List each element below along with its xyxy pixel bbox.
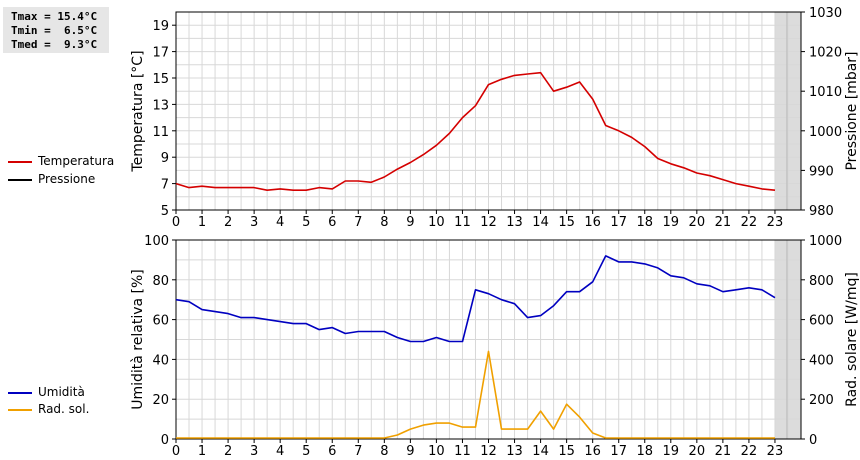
x-tick-label: 19 <box>663 215 680 230</box>
x-tick-label: 23 <box>767 215 784 230</box>
x-tick-label: 20 <box>689 215 706 230</box>
y-right-tick-label: 600 <box>809 314 834 329</box>
x-tick-label: 0 <box>172 444 180 459</box>
x-tick-label: 12 <box>480 444 497 459</box>
x-tick-label: 5 <box>302 215 310 230</box>
x-tick-label: 8 <box>380 215 388 230</box>
y-tick-label: 7 <box>161 178 169 193</box>
x-tick-label: 8 <box>380 444 388 459</box>
x-tick-label: 13 <box>506 215 523 230</box>
x-tick-label: 2 <box>224 215 232 230</box>
x-tick-label: 3 <box>250 444 258 459</box>
legend-swatch-rad-sol <box>8 409 32 411</box>
x-tick-label: 3 <box>250 215 258 230</box>
chart-panel-1 <box>172 239 805 443</box>
x-tick-label: 14 <box>532 444 549 459</box>
y-tick-label: 40 <box>152 353 169 368</box>
series-line-umidit <box>175 255 776 343</box>
series-line-rad-sol <box>176 350 775 439</box>
x-tick-label: 22 <box>741 215 758 230</box>
y-axis-title: Temperatura [°C] <box>130 50 146 172</box>
x-tick-label: 7 <box>354 215 362 230</box>
y-axis-title: Umidità relativa [%] <box>130 269 146 410</box>
y-tick-label: 13 <box>152 98 169 113</box>
tmin-stat: Tmin = 6.5°C <box>11 24 98 37</box>
x-tick-label: 7 <box>354 444 362 459</box>
y-right-tick-label: 1030 <box>809 6 842 21</box>
legend-label-umidita: Umidità <box>38 385 85 399</box>
x-tick-label: 21 <box>715 215 732 230</box>
tmed-stat: Tmed = 9.3°C <box>11 38 98 51</box>
y-tick-label: 100 <box>144 234 169 249</box>
y-right-tick-label: 990 <box>809 164 834 179</box>
y-right-tick-label: 800 <box>809 274 834 289</box>
x-tick-label: 15 <box>558 215 575 230</box>
x-tick-label: 22 <box>741 444 758 459</box>
y-right-tick-label: 980 <box>809 204 834 219</box>
x-tick-label: 11 <box>454 444 471 459</box>
y-tick-label: 15 <box>152 72 169 87</box>
x-tick-label: 2 <box>224 444 232 459</box>
y-right-tick-label: 1000 <box>809 125 842 140</box>
x-tick-label: 4 <box>276 215 284 230</box>
x-tick-label: 1 <box>198 215 206 230</box>
x-tick-label: 1 <box>198 444 206 459</box>
legend-swatch-pressione <box>8 179 32 181</box>
x-tick-label: 17 <box>610 444 627 459</box>
x-tick-label: 23 <box>767 444 784 459</box>
legend-swatch-umidita <box>8 392 32 394</box>
x-tick-label: 13 <box>506 444 523 459</box>
legend-label-rad-sol: Rad. sol. <box>38 402 90 416</box>
y-right-tick-label: 1010 <box>809 85 842 100</box>
x-tick-label: 19 <box>663 444 680 459</box>
series-line-temperatura <box>175 71 776 191</box>
y-right-tick-label: 1020 <box>809 46 842 61</box>
y-tick-label: 60 <box>152 314 169 329</box>
tmax-stat: Tmax = 15.4°C <box>11 10 98 23</box>
y-tick-label: 17 <box>152 46 169 61</box>
x-tick-label: 5 <box>302 444 310 459</box>
y-tick-label: 0 <box>161 433 169 448</box>
y-tick-label: 9 <box>161 151 169 166</box>
legend-swatch-temperatura <box>8 161 32 163</box>
y-tick-label: 5 <box>161 204 169 219</box>
x-tick-label: 0 <box>172 215 180 230</box>
x-tick-label: 17 <box>610 215 627 230</box>
y-right-axis-title: Pressione [mbar] <box>844 51 860 170</box>
x-tick-label: 14 <box>532 215 549 230</box>
x-tick-label: 12 <box>480 215 497 230</box>
x-tick-label: 9 <box>406 444 414 459</box>
y-tick-label: 19 <box>152 19 169 34</box>
x-tick-label: 18 <box>636 444 653 459</box>
legend-label-pressione: Pressione <box>38 172 96 186</box>
x-tick-label: 10 <box>428 444 445 459</box>
y-right-axis-title: Rad. solare [W/mq] <box>844 272 860 407</box>
x-tick-label: 21 <box>715 444 732 459</box>
x-tick-label: 9 <box>406 215 414 230</box>
y-tick-label: 80 <box>152 274 169 289</box>
y-right-tick-label: 200 <box>809 393 834 408</box>
x-tick-label: 18 <box>636 215 653 230</box>
x-tick-label: 16 <box>584 444 601 459</box>
stats-box: Tmax = 15.4°C Tmin = 6.5°C Tmed = 9.3°C <box>3 7 109 53</box>
y-right-tick-label: 1000 <box>809 234 842 249</box>
x-tick-label: 11 <box>454 215 471 230</box>
y-tick-label: 11 <box>152 125 169 140</box>
y-tick-label: 20 <box>152 393 169 408</box>
legend-label-temperatura: Temperatura <box>38 154 115 168</box>
x-tick-label: 6 <box>328 444 336 459</box>
x-tick-label: 20 <box>689 444 706 459</box>
x-tick-label: 6 <box>328 215 336 230</box>
x-tick-label: 10 <box>428 215 445 230</box>
y-right-tick-label: 400 <box>809 353 834 368</box>
y-right-tick-label: 0 <box>809 433 817 448</box>
x-tick-label: 4 <box>276 444 284 459</box>
x-tick-label: 16 <box>584 215 601 230</box>
x-tick-label: 15 <box>558 444 575 459</box>
chart-panel-0 <box>172 11 805 214</box>
